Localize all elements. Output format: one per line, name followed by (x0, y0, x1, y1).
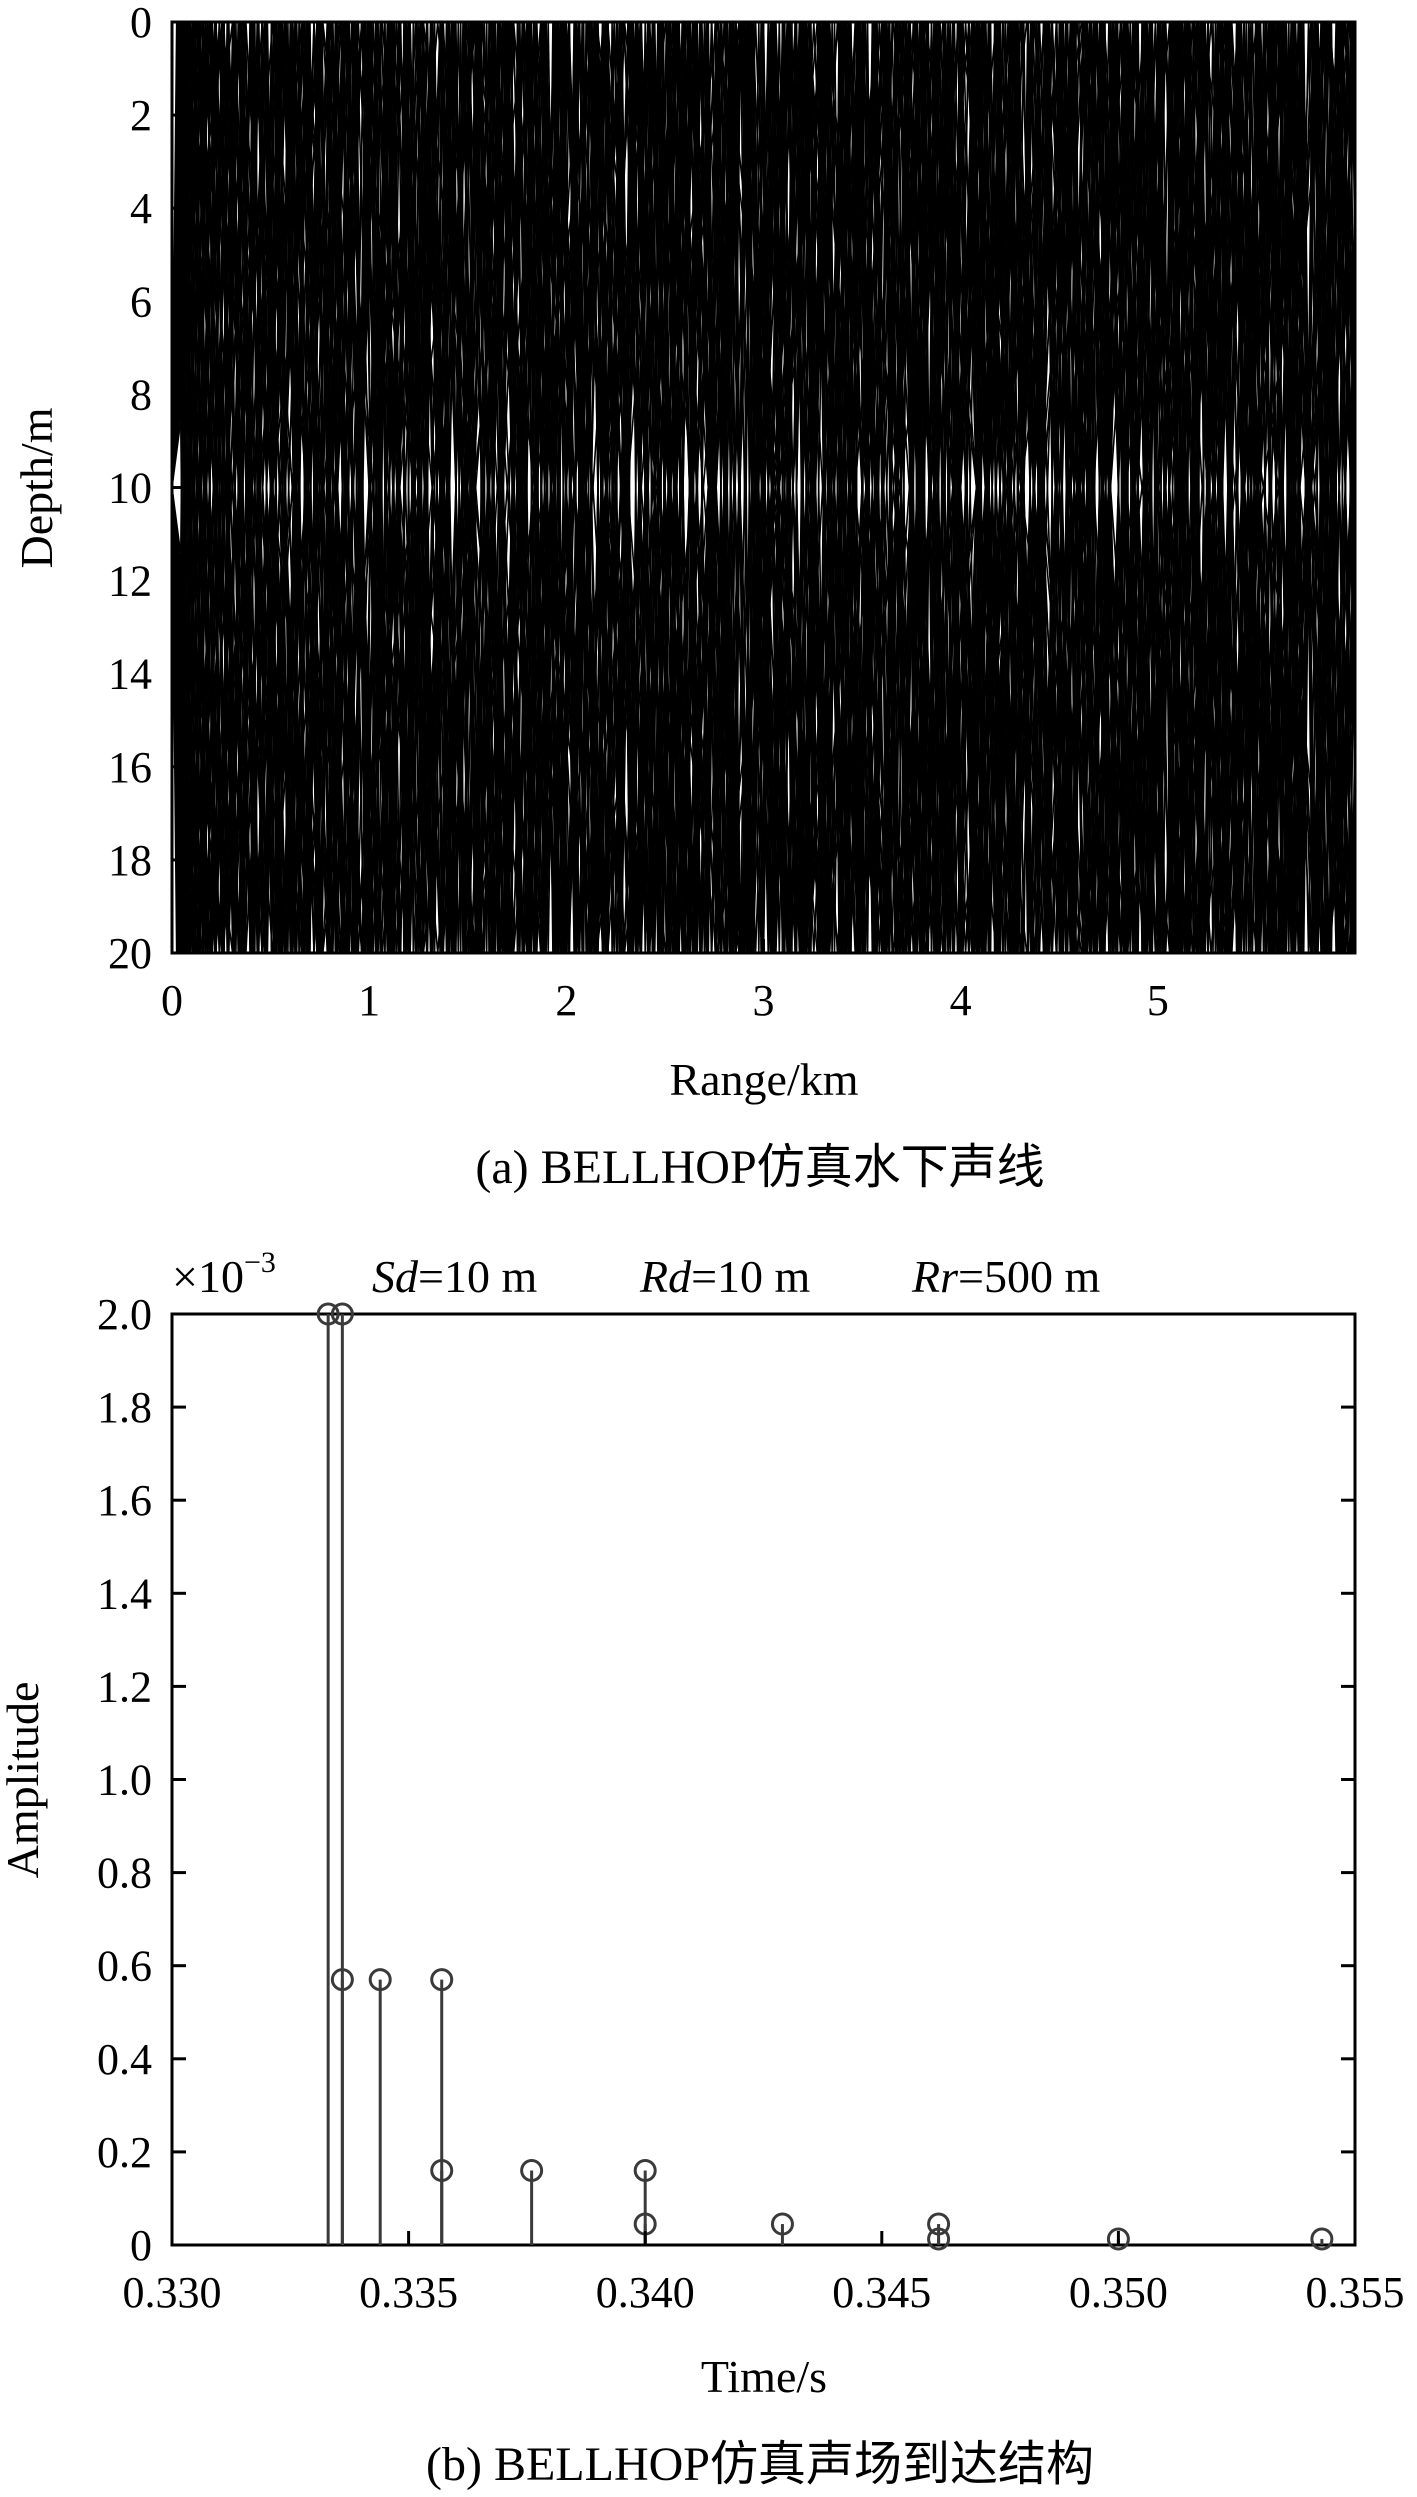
x-tick-label: 4 (950, 976, 972, 1025)
stem-marker (1310, 2227, 1334, 2251)
x-tick-label: 0.355 (1306, 2268, 1405, 2317)
y-tick-label: 6 (130, 277, 152, 326)
chart-b-x-ticks: 0.330 0.335 0.340 0.345 0.350 0.355 (123, 2231, 1405, 2317)
y-tick-label: 0.8 (97, 1849, 152, 1898)
stem-marker (330, 1302, 354, 1326)
annotation-sd-value: =10 m (418, 1251, 537, 1302)
chart-a-x-label: Range/km (669, 1054, 858, 1105)
y-tick-label: 0 (130, 0, 152, 47)
y-tick-label: 16 (108, 743, 152, 792)
x-tick-label: 0.345 (832, 2268, 931, 2317)
stem-marker (430, 1968, 454, 1992)
chart-a-y-label: Depth/m (11, 407, 62, 568)
stem-marker (520, 2159, 544, 2183)
stem-marker (927, 2212, 951, 2236)
x-tick-label: 0.335 (359, 2268, 458, 2317)
y-tick-label: 4 (130, 184, 152, 233)
chart-b: ×10−3 Sd=10 m Rd=10 m Rr=500 m 0.330 0.33… (0, 1246, 1405, 2491)
chart-a-y-ticks: 0 2 4 6 8 10 12 14 16 18 20 (108, 0, 186, 978)
scale-base: ×10 (172, 1251, 244, 1302)
annotation-sd-name: Sd (372, 1251, 419, 1302)
stem-marker (770, 2212, 794, 2236)
x-tick-label: 0.350 (1069, 2268, 1168, 2317)
y-tick-label: 10 (108, 464, 152, 513)
y-tick-label: 8 (130, 370, 152, 419)
annotation-rd-name: Rd (639, 1251, 692, 1302)
ray-path-45 (171, 21, 1356, 954)
chart-b-caption: (b) BELLHOP仿真声场到达结构 (426, 2438, 1094, 2491)
y-tick-label: 1.2 (97, 1662, 152, 1711)
y-tick-label: 0.6 (97, 1942, 152, 1991)
arrival-stems (316, 1302, 1334, 2251)
chart-a-caption: (a) BELLHOP仿真水下声线 (475, 1141, 1044, 1194)
chart-b-annotation: Sd=10 m Rd=10 m Rr=500 m (372, 1251, 1100, 1302)
annotation-rr-value: =500 m (958, 1251, 1100, 1302)
y-tick-label: 1.4 (97, 1569, 152, 1618)
x-tick-label: 2 (555, 976, 577, 1025)
y-tick-label: 18 (108, 836, 152, 885)
stem-marker (368, 1968, 392, 1992)
chart-b-scale-label: ×10−3 (172, 1246, 276, 1302)
y-tick-label: 12 (108, 557, 152, 606)
x-tick-label: 0.340 (596, 2268, 695, 2317)
chart-b-y-ticks: 0 0.2 0.4 0.6 0.8 1.0 1.2 1.4 1.6 1.8 2.0 (97, 1290, 1355, 2270)
chart-b-frame (170, 1312, 1357, 2247)
x-tick-label: 5 (1147, 976, 1169, 1025)
stem-marker (430, 2159, 454, 2183)
y-tick-label: 0.2 (97, 2128, 152, 2177)
scale-exponent: −3 (244, 1246, 276, 1279)
y-tick-label: 1.0 (97, 1756, 152, 1805)
annotation-rr-name: Rr (911, 1251, 959, 1302)
chart-b-y-label: Amplitude (0, 1682, 48, 1879)
chart-b-x-label: Time/s (701, 2351, 827, 2402)
annotation-rd-value: =10 m (691, 1251, 810, 1302)
stem-marker (1106, 2227, 1130, 2251)
y-tick-label: 1.8 (97, 1383, 152, 1432)
stem-marker (316, 1302, 340, 1326)
y-tick-label: 20 (108, 929, 152, 978)
y-tick-label: 2 (130, 91, 152, 140)
x-tick-label: 1 (358, 976, 380, 1025)
chart-a-x-ticks: 0 1 2 3 4 5 (161, 939, 1169, 1025)
stem-marker (633, 2159, 657, 2183)
ray-paths (171, 21, 1356, 954)
x-tick-label: 3 (753, 976, 775, 1025)
y-tick-label: 14 (108, 650, 152, 699)
y-tick-label: 0 (130, 2221, 152, 2270)
y-tick-label: 1.6 (97, 1476, 152, 1525)
ray-path-39 (171, 21, 1356, 954)
y-tick-label: 2.0 (97, 1290, 152, 1339)
stem-marker (927, 2227, 951, 2251)
x-tick-label: 0.330 (123, 2268, 222, 2317)
stem-marker (330, 1968, 354, 1992)
y-tick-label: 0.4 (97, 2035, 152, 2084)
x-tick-label: 0 (161, 976, 183, 1025)
